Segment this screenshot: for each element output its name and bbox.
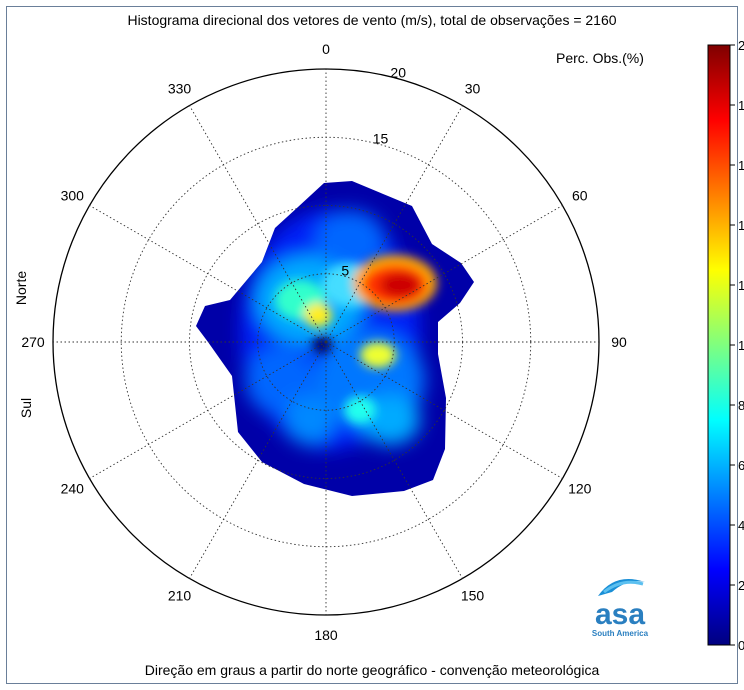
logo-subtext: South America xyxy=(592,629,649,638)
heatmap-blob xyxy=(196,181,474,496)
side-label-bottom: Sul xyxy=(18,397,35,419)
chart-footer: Direção em graus a partir do norte geogr… xyxy=(144,662,600,678)
colorbar-tick-label: 10 xyxy=(738,338,744,353)
colorbar-tick-label: 4 xyxy=(738,518,744,533)
angle-tick-label: 180 xyxy=(314,627,338,643)
angle-tick-label: 120 xyxy=(568,481,592,497)
angle-tick-label: 270 xyxy=(21,334,45,350)
grid-spoke xyxy=(89,341,327,479)
colorbar-title: Perc. Obs.(%) xyxy=(556,50,644,66)
angle-tick-label: 0 xyxy=(322,41,330,57)
grid-spoke xyxy=(189,105,327,343)
radial-tick-label: 5 xyxy=(341,262,349,278)
radial-tick-label: 20 xyxy=(390,65,406,81)
angle-tick-label: 30 xyxy=(465,80,481,96)
grid-spoke xyxy=(89,205,327,343)
angle-tick-label: 240 xyxy=(61,481,85,497)
angle-tick-labels: 0 30 60 90 120 150 180 210 240 270 300 330 xyxy=(21,41,627,643)
asa-logo: asa South America xyxy=(592,579,649,638)
grid-spoke xyxy=(189,341,327,579)
radial-tick-labels: 5 15 20 xyxy=(341,65,406,279)
colorbar-tick-label: 12 xyxy=(738,278,744,293)
colorbar-tick-label: 8 xyxy=(738,398,744,413)
grid-spoke xyxy=(325,341,563,479)
grid-spoke xyxy=(325,105,463,343)
grid-spoke xyxy=(325,205,563,343)
angle-tick-label: 90 xyxy=(611,334,627,350)
angle-tick-label: 60 xyxy=(572,188,588,204)
angle-tick-label: 150 xyxy=(461,588,485,604)
angle-tick-label: 300 xyxy=(61,188,85,204)
colorbar-tick-label: 14 xyxy=(738,218,744,233)
colorbar-ticks: 0 2 4 6 8 10 12 14 16 18 20 xyxy=(730,38,744,653)
logo-text: asa xyxy=(595,598,645,631)
chart-title: Histograma direcional dos vetores de ven… xyxy=(127,12,617,28)
grid-spoke xyxy=(325,341,463,579)
colorbar-tick-label: 2 xyxy=(738,578,744,593)
colorbar-tick-label: 0 xyxy=(738,638,744,653)
radial-tick-label: 15 xyxy=(373,130,389,146)
colorbar-tick-label: 18 xyxy=(738,98,744,113)
angle-tick-label: 210 xyxy=(168,588,192,604)
colorbar xyxy=(707,44,731,646)
side-label-top: Norte xyxy=(13,270,30,306)
colorbar-tick-label: 16 xyxy=(738,158,744,173)
polar-grid xyxy=(53,69,599,615)
colorbar-tick-label: 6 xyxy=(738,458,744,473)
angle-tick-label: 330 xyxy=(168,80,192,96)
colorbar-tick-label: 20 xyxy=(738,38,744,53)
